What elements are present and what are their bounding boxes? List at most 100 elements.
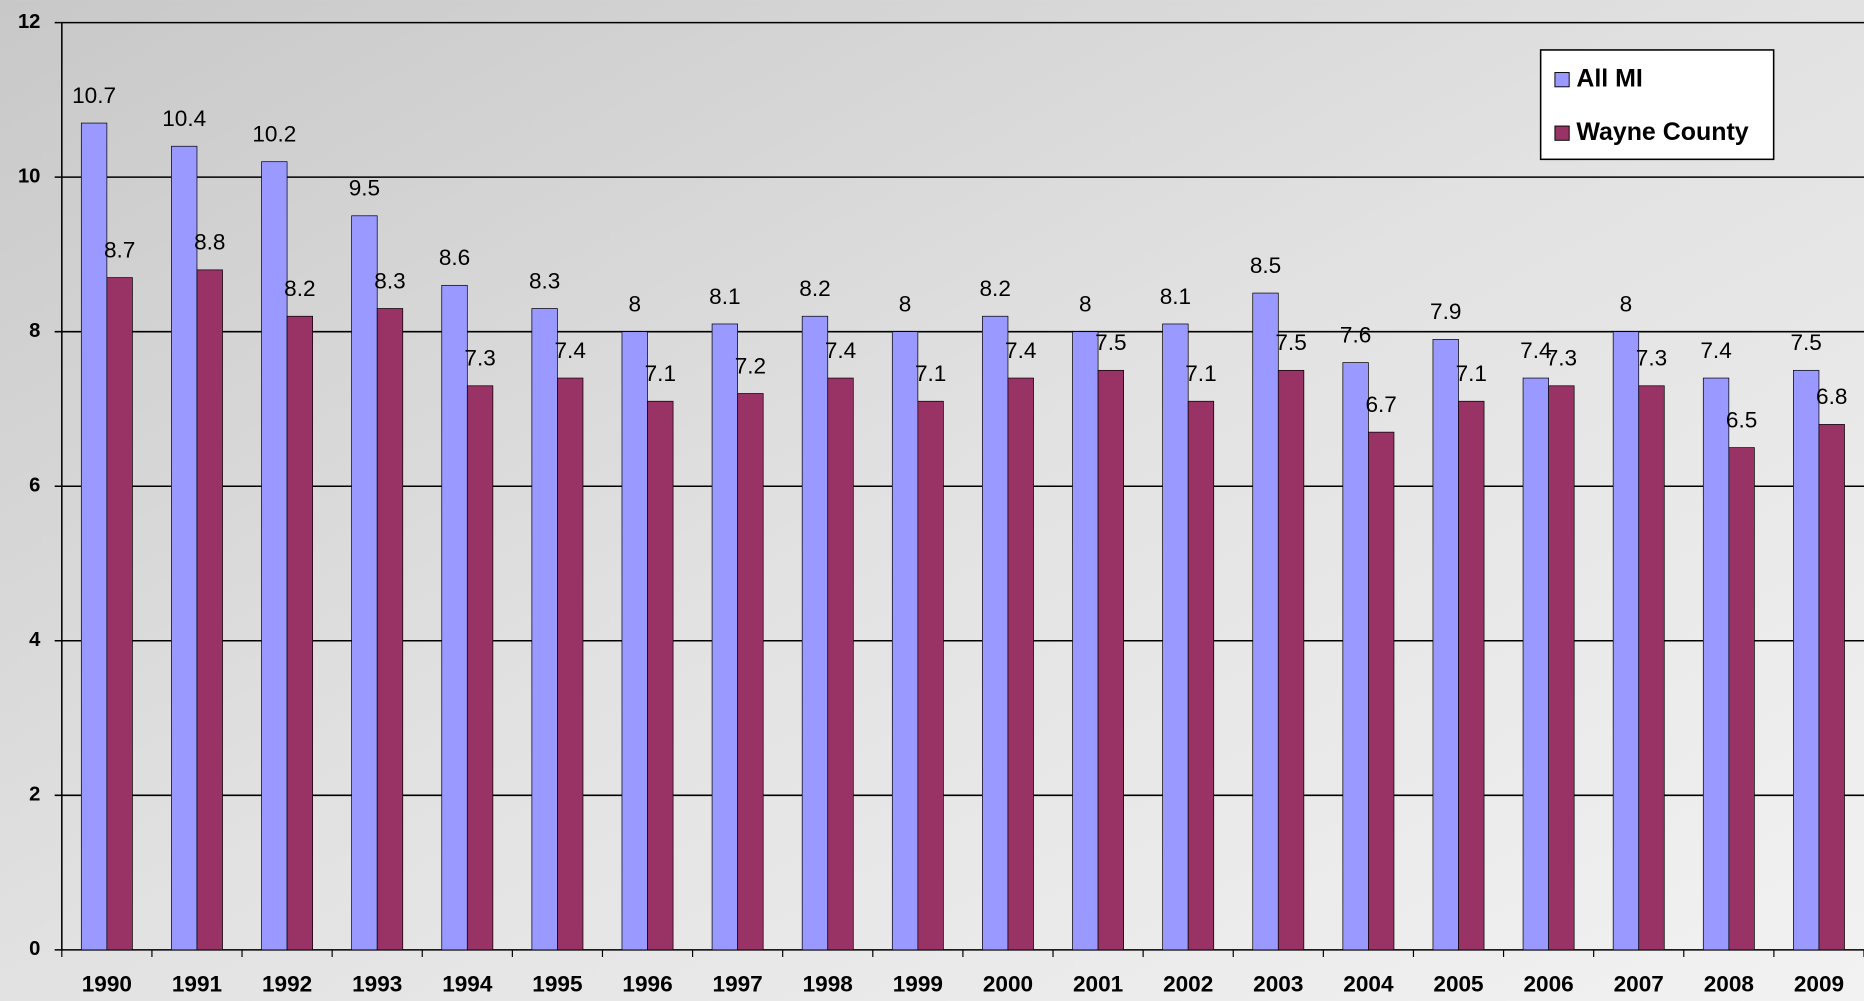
data-label: 8.3 bbox=[374, 268, 405, 293]
x-tick-label: 2006 bbox=[1524, 971, 1574, 996]
data-label: 8.6 bbox=[439, 245, 470, 270]
bar bbox=[647, 400, 674, 951]
y-tick-label: 4 bbox=[29, 629, 41, 651]
x-tick-label: 1997 bbox=[713, 971, 763, 996]
data-label: 8.8 bbox=[194, 230, 225, 255]
bar bbox=[1728, 447, 1755, 951]
bar bbox=[106, 277, 133, 951]
legend-swatch bbox=[1554, 72, 1570, 88]
bar bbox=[1522, 377, 1549, 951]
data-label: 7.4 bbox=[825, 338, 856, 363]
y-tick-label: 8 bbox=[29, 320, 40, 342]
x-tick-label: 1999 bbox=[893, 971, 943, 996]
legend-swatch bbox=[1554, 125, 1570, 141]
bar bbox=[351, 215, 378, 951]
bar bbox=[827, 377, 854, 951]
x-tick-label: 2001 bbox=[1073, 971, 1123, 996]
legend-label: Wayne County bbox=[1576, 118, 1748, 146]
data-label: 7.1 bbox=[1456, 361, 1487, 386]
data-label: 8 bbox=[1079, 292, 1092, 317]
data-label: 10.4 bbox=[162, 106, 206, 131]
data-label: 7.2 bbox=[735, 353, 766, 378]
y-tick-label: 0 bbox=[29, 938, 40, 960]
x-tick-label: 2008 bbox=[1704, 971, 1754, 996]
bar bbox=[1458, 400, 1485, 951]
x-tick-label: 1992 bbox=[262, 971, 312, 996]
x-tick-label: 2000 bbox=[983, 971, 1033, 996]
y-tick-label: 6 bbox=[29, 475, 40, 497]
data-label: 7.1 bbox=[1185, 361, 1216, 386]
bar bbox=[1702, 377, 1730, 951]
data-label: 7.1 bbox=[645, 361, 676, 386]
legend-label: All MI bbox=[1576, 64, 1643, 92]
bar bbox=[376, 308, 404, 951]
data-label: 7.3 bbox=[1636, 346, 1667, 371]
data-label: 8 bbox=[1620, 292, 1633, 317]
data-label: 7.1 bbox=[915, 361, 946, 386]
data-label: 8.2 bbox=[979, 276, 1010, 301]
bar bbox=[1252, 292, 1279, 951]
data-label: 7.4 bbox=[1005, 338, 1036, 363]
data-label: 7.6 bbox=[1340, 322, 1371, 347]
data-label: 8 bbox=[899, 292, 912, 317]
data-label: 8.5 bbox=[1250, 253, 1281, 278]
bar bbox=[801, 315, 829, 951]
bar bbox=[982, 315, 1009, 951]
x-tick-label: 1993 bbox=[352, 971, 402, 996]
bar bbox=[196, 269, 223, 951]
bar bbox=[466, 385, 494, 951]
bar bbox=[1612, 331, 1640, 951]
bar bbox=[441, 284, 468, 951]
data-label: 9.5 bbox=[349, 176, 380, 201]
data-label: 8.2 bbox=[284, 276, 315, 301]
data-label: 8.7 bbox=[104, 237, 135, 262]
data-label: 7.9 bbox=[1430, 299, 1461, 324]
bar bbox=[1007, 377, 1034, 951]
data-label: 7.5 bbox=[1095, 330, 1126, 355]
data-label: 8.2 bbox=[799, 276, 830, 301]
x-tick-label: 2007 bbox=[1614, 971, 1664, 996]
x-tick-label: 2009 bbox=[1794, 971, 1844, 996]
x-tick-label: 1996 bbox=[622, 971, 672, 996]
bar bbox=[737, 393, 764, 951]
data-label: 10.7 bbox=[72, 83, 116, 108]
data-label: 7.3 bbox=[464, 346, 495, 371]
bar bbox=[1072, 331, 1099, 951]
data-label: 6.5 bbox=[1726, 407, 1757, 432]
x-tick-label: 2004 bbox=[1343, 971, 1394, 996]
data-label: 8 bbox=[628, 292, 641, 317]
data-label: 8.1 bbox=[1160, 284, 1191, 309]
data-label: 7.5 bbox=[1790, 330, 1821, 355]
x-tick-label: 2005 bbox=[1433, 971, 1483, 996]
bar bbox=[917, 400, 944, 951]
bar bbox=[1793, 369, 1820, 951]
x-tick-label: 1995 bbox=[532, 971, 582, 996]
bar bbox=[1548, 385, 1575, 951]
bar bbox=[1277, 369, 1305, 951]
data-label: 7.5 bbox=[1275, 330, 1306, 355]
y-tick-label: 2 bbox=[29, 784, 40, 806]
bar bbox=[891, 331, 919, 951]
x-tick-label: 1994 bbox=[442, 971, 493, 996]
bar bbox=[557, 377, 584, 951]
x-tick-label: 1990 bbox=[82, 971, 132, 996]
bar bbox=[1162, 323, 1189, 951]
bar bbox=[531, 308, 558, 951]
data-label: 8.1 bbox=[709, 284, 740, 309]
y-tick-label: 12 bbox=[18, 11, 40, 33]
bar bbox=[1818, 424, 1845, 951]
x-tick-label: 1991 bbox=[172, 971, 222, 996]
data-label: 8.3 bbox=[529, 268, 560, 293]
x-tick-label: 2003 bbox=[1253, 971, 1303, 996]
bar bbox=[286, 315, 314, 951]
bar bbox=[1187, 400, 1215, 951]
data-label: 7.3 bbox=[1546, 346, 1577, 371]
data-label: 6.8 bbox=[1816, 384, 1847, 409]
bar bbox=[1432, 339, 1459, 951]
data-label: 7.4 bbox=[1520, 338, 1551, 363]
data-label: 7.4 bbox=[1700, 338, 1731, 363]
legend-box bbox=[1539, 49, 1775, 161]
bar bbox=[621, 331, 648, 951]
bar bbox=[1638, 385, 1665, 951]
